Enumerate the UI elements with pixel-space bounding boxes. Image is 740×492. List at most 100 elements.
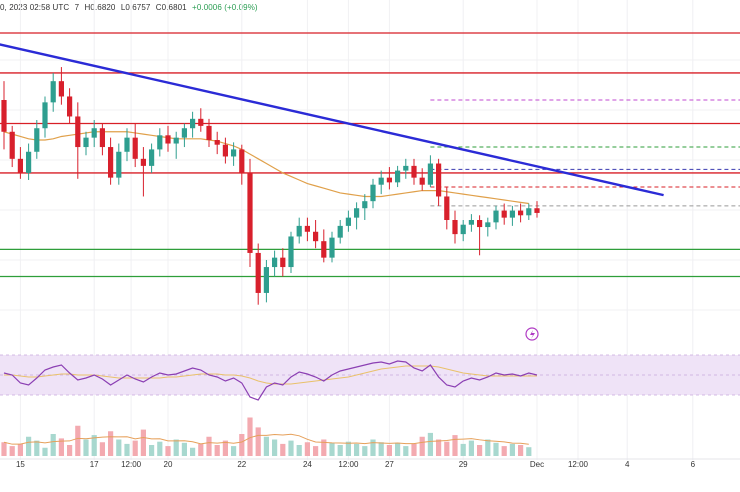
volume-bar <box>214 445 220 456</box>
ma-line <box>3 131 529 205</box>
volume-bar <box>67 445 73 456</box>
candle-body <box>304 225 310 232</box>
lightning-icon <box>530 330 535 339</box>
candle-body <box>9 131 15 159</box>
volume-bar <box>526 447 532 456</box>
candle-body <box>477 220 483 228</box>
volume-bar <box>296 445 302 456</box>
volume-bar <box>34 440 40 456</box>
chart-header: 0, 2023 02:58 UTC 7 H0.6820 L0.6757 C0.6… <box>0 3 261 12</box>
x-tick-label: 15 <box>16 460 25 469</box>
volume-bar <box>58 438 64 456</box>
volume-bar <box>370 439 376 456</box>
volume-bar <box>460 443 466 456</box>
x-tick-label: 4 <box>625 460 630 469</box>
volume-bar <box>9 446 15 456</box>
volume-bar <box>509 443 515 456</box>
candle-body <box>206 125 212 140</box>
volume-bar <box>17 443 23 456</box>
volume-bar <box>518 445 524 456</box>
x-tick-label: 12:00 <box>568 460 589 469</box>
candle-body <box>509 210 515 218</box>
volume-bar <box>132 440 138 456</box>
candle-body <box>403 165 409 171</box>
candle-body <box>345 217 351 226</box>
candle-body <box>280 257 286 268</box>
candle-body <box>436 163 442 197</box>
candle-body <box>329 237 335 258</box>
volume-bar <box>272 439 278 456</box>
volume-bar <box>263 436 269 456</box>
candle-body <box>99 128 105 148</box>
candle-body <box>214 140 220 145</box>
fib-levels <box>430 72 740 207</box>
candle-body <box>239 149 245 173</box>
candle-body <box>42 102 48 129</box>
candle-body <box>272 257 278 268</box>
volume-bar <box>247 417 253 456</box>
x-tick-label: 12:00 <box>338 460 359 469</box>
x-tick-label: 27 <box>385 460 394 469</box>
header-change: +0.0006 (+0.09%) <box>192 3 258 12</box>
volume-bar <box>304 442 310 456</box>
volume-bar <box>444 441 450 456</box>
candle-body <box>501 210 507 218</box>
volume-bar <box>108 431 114 456</box>
volume-bar <box>75 425 81 456</box>
candle-body <box>149 149 155 166</box>
candle-body <box>75 116 81 148</box>
volume-bar <box>157 441 163 456</box>
x-tick-label: 29 <box>459 460 468 469</box>
candle-body <box>493 210 499 223</box>
candle-body <box>313 231 319 242</box>
candle-body <box>526 208 532 216</box>
candle-body <box>296 225 302 237</box>
volume-bar <box>165 446 171 456</box>
volume-bar <box>493 442 499 456</box>
candle-body <box>362 201 368 209</box>
candle-body <box>198 118 204 126</box>
candle-body <box>108 147 114 178</box>
candle-body <box>370 184 376 202</box>
header-low: L0.6757 <box>120 3 151 12</box>
candle-body <box>190 118 196 129</box>
candle-body <box>116 151 122 178</box>
volume-bar <box>231 446 237 456</box>
volume-bar <box>140 429 146 456</box>
volume-bar <box>452 435 458 456</box>
candle-body <box>288 236 294 268</box>
volume-bar <box>181 442 187 456</box>
time-axis: 15 17 12:00 20 22 24 12:00 27 29 Dec 12:00 4 6 <box>0 458 740 469</box>
candle-body <box>173 137 179 144</box>
volume-bar <box>477 445 483 456</box>
volume-bar <box>124 443 130 456</box>
x-tick-label: 12:00 <box>121 460 142 469</box>
bearish-trendline <box>0 43 664 197</box>
volume-bar <box>337 445 343 456</box>
volume-bar <box>403 446 409 456</box>
volume-bar <box>280 443 286 456</box>
volume-bar <box>386 445 392 456</box>
volume-bar <box>222 440 228 456</box>
volume-bar <box>354 443 360 456</box>
volume-bar <box>26 436 32 456</box>
x-tick-label: 6 <box>691 460 696 469</box>
moving-average <box>3 131 529 205</box>
volume-panel <box>1 417 532 456</box>
volume-bar <box>42 447 48 456</box>
candle-body <box>67 96 73 117</box>
volume-bar <box>1 442 7 456</box>
alert-icon[interactable] <box>525 327 539 341</box>
volume-bar <box>378 442 384 456</box>
volume-bar <box>345 441 351 456</box>
volume-ma-line <box>3 433 529 445</box>
candle-body <box>91 128 97 138</box>
volume-bar <box>321 439 327 456</box>
x-tick-label: Dec <box>530 460 544 469</box>
candle-body <box>378 177 384 185</box>
volume-bar <box>149 445 155 456</box>
x-tick-label: 20 <box>164 460 173 469</box>
candle-body <box>485 222 491 228</box>
volume-bar <box>485 439 491 456</box>
